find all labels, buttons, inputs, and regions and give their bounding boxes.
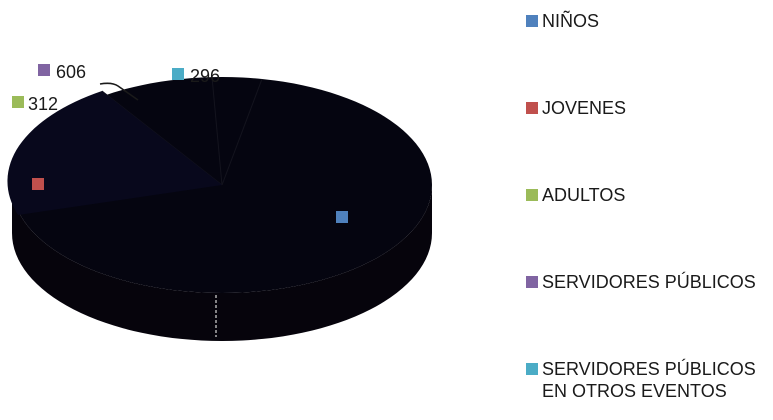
legend-label: JOVENES	[542, 98, 627, 118]
data-label-marker-4	[172, 68, 184, 80]
data-label-4: 296	[190, 66, 220, 86]
legend-item: JOVENES	[526, 97, 626, 119]
data-label-marker-2	[12, 96, 24, 108]
leader-line-606	[99, 82, 139, 101]
pie-side-wall	[12, 185, 432, 341]
legend-label: ADULTOS	[542, 185, 626, 205]
slice-jovenes	[7, 91, 223, 215]
legend-swatch	[526, 276, 538, 288]
legend-item: SERVIDORES PÚBLICOS EN OTROS EVENTOS	[526, 358, 773, 402]
data-label-marker-1	[32, 178, 44, 190]
legend-label: SERVIDORES PÚBLICOS	[542, 272, 756, 292]
legend-swatch	[526, 363, 538, 375]
legend-label: SERVIDORES PÚBLICOS EN OTROS EVENTOS	[542, 359, 756, 401]
data-label-2: 312	[28, 94, 58, 114]
slice-divider-otros	[221, 78, 263, 186]
legend-swatch	[526, 189, 538, 201]
legend-item: NIÑOS	[526, 10, 599, 32]
data-label-3: 606	[56, 62, 86, 82]
legend-label: NIÑOS	[542, 11, 600, 31]
data-label-marker-3	[38, 64, 50, 76]
legend-item: ADULTOS	[526, 184, 625, 206]
legend-item: SERVIDORES PÚBLICOS	[526, 271, 756, 293]
data-label-marker-0	[336, 211, 348, 223]
legend: NIÑOS JOVENES ADULTOS SERVIDORES PÚBLICOS SE…	[526, 0, 773, 420]
legend-swatch	[526, 15, 538, 27]
legend-swatch	[526, 102, 538, 114]
slice-divider-servidores	[211, 76, 223, 186]
